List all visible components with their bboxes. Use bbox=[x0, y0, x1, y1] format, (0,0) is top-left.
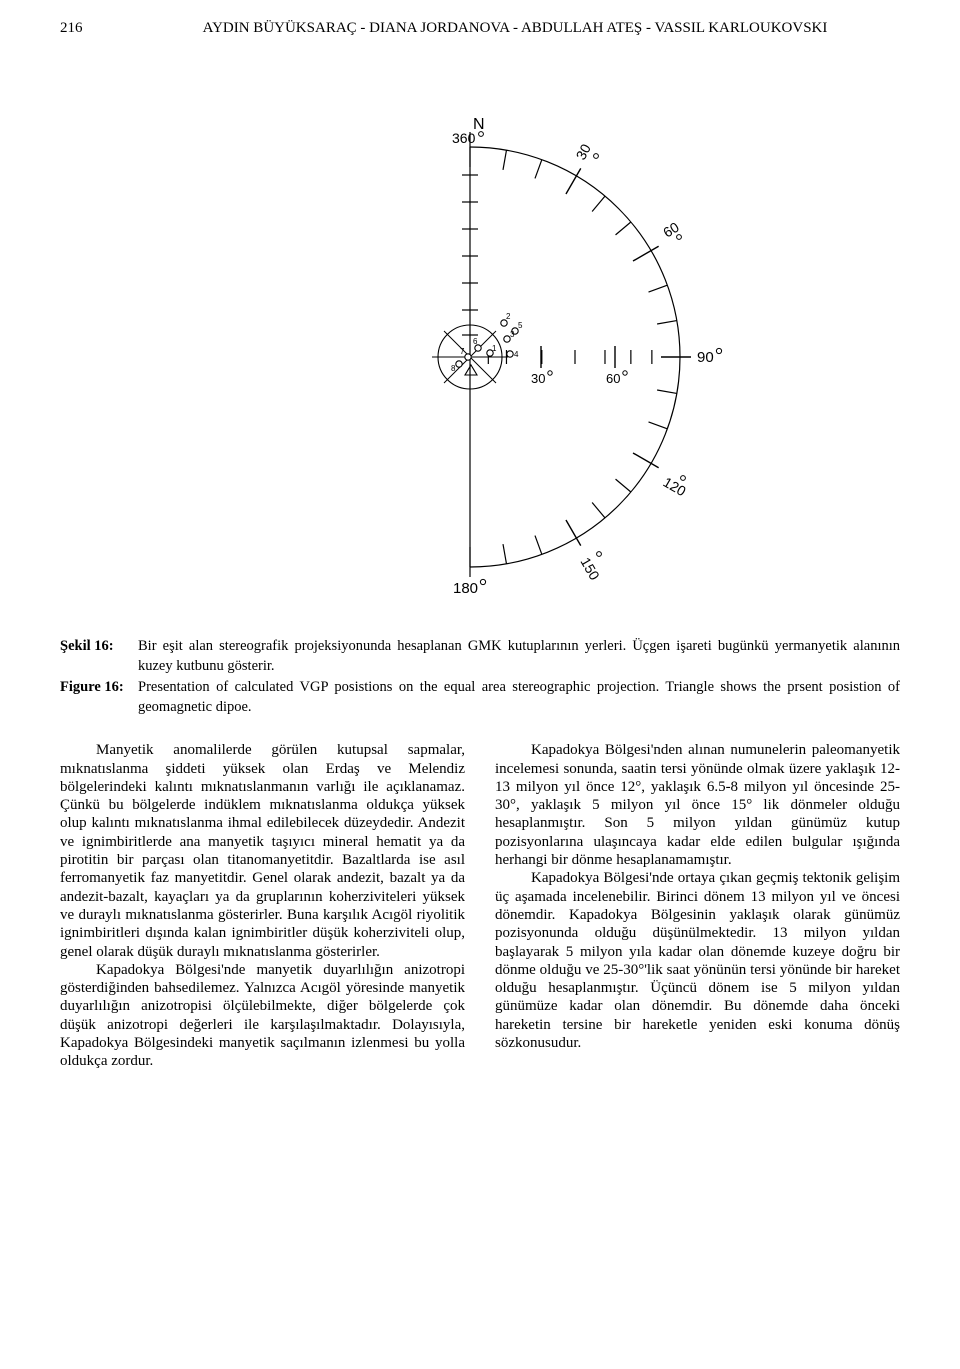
label-360: 360 bbox=[452, 130, 476, 146]
caption-figure-label: Figure 16: bbox=[60, 678, 138, 717]
pt-4: 4 bbox=[514, 350, 519, 359]
label-120: 120 bbox=[661, 474, 689, 500]
figure-stereographic: N 360 30 60 90 120 150 180 30 60 bbox=[60, 57, 900, 617]
pt-3: 3 bbox=[510, 330, 515, 339]
label-90: 90 bbox=[697, 349, 714, 366]
pt-6: 6 bbox=[473, 337, 478, 346]
left-p1: Manyetik anomalilerde görülen kutupsal s… bbox=[60, 741, 465, 961]
pt-7: 7 bbox=[460, 347, 465, 356]
pt-8: 8 bbox=[451, 364, 456, 373]
label-60-outer: 60 bbox=[660, 219, 682, 241]
caption-sekil-label: Şekil 16: bbox=[60, 637, 138, 676]
page-number: 216 bbox=[60, 20, 130, 37]
left-p2: Kapadokya Bölgesi'nde manyetik duyarlılı… bbox=[60, 961, 465, 1071]
label-150: 150 bbox=[577, 555, 603, 583]
label-180: 180 bbox=[453, 580, 478, 597]
pt-2: 2 bbox=[506, 312, 511, 321]
pt-1: 1 bbox=[492, 344, 497, 353]
right-p2: Kapadokya Bölgesi'nde ortaya çıkan geçmi… bbox=[495, 869, 900, 1052]
label-30-outer: 30 bbox=[573, 141, 595, 162]
label-60-inner: 60 bbox=[606, 371, 620, 386]
pt-5: 5 bbox=[518, 321, 523, 330]
caption-sekil-text: Bir eşit alan stereografik projeksiyonun… bbox=[138, 637, 900, 676]
body-columns: Manyetik anomalilerde görülen kutupsal s… bbox=[60, 741, 900, 1070]
right-p1: Kapadokya Bölgesi'nden alınan numuneleri… bbox=[495, 741, 900, 869]
label-30-inner: 30 bbox=[531, 371, 545, 386]
right-column: Kapadokya Bölgesi'nden alınan numuneleri… bbox=[495, 741, 900, 1070]
stereographic-svg: N 360 30 60 90 120 150 180 30 60 bbox=[210, 57, 750, 617]
authors-line: AYDIN BÜYÜKSARAÇ - DIANA JORDANOVA - ABD… bbox=[130, 20, 900, 37]
caption-figure-text: Presentation of calculated VGP posistion… bbox=[138, 678, 900, 717]
page-header: 216 AYDIN BÜYÜKSARAÇ - DIANA JORDANOVA -… bbox=[60, 20, 900, 37]
left-column: Manyetik anomalilerde görülen kutupsal s… bbox=[60, 741, 465, 1070]
figure-caption: Şekil 16: Bir eşit alan stereografik pro… bbox=[60, 637, 900, 717]
